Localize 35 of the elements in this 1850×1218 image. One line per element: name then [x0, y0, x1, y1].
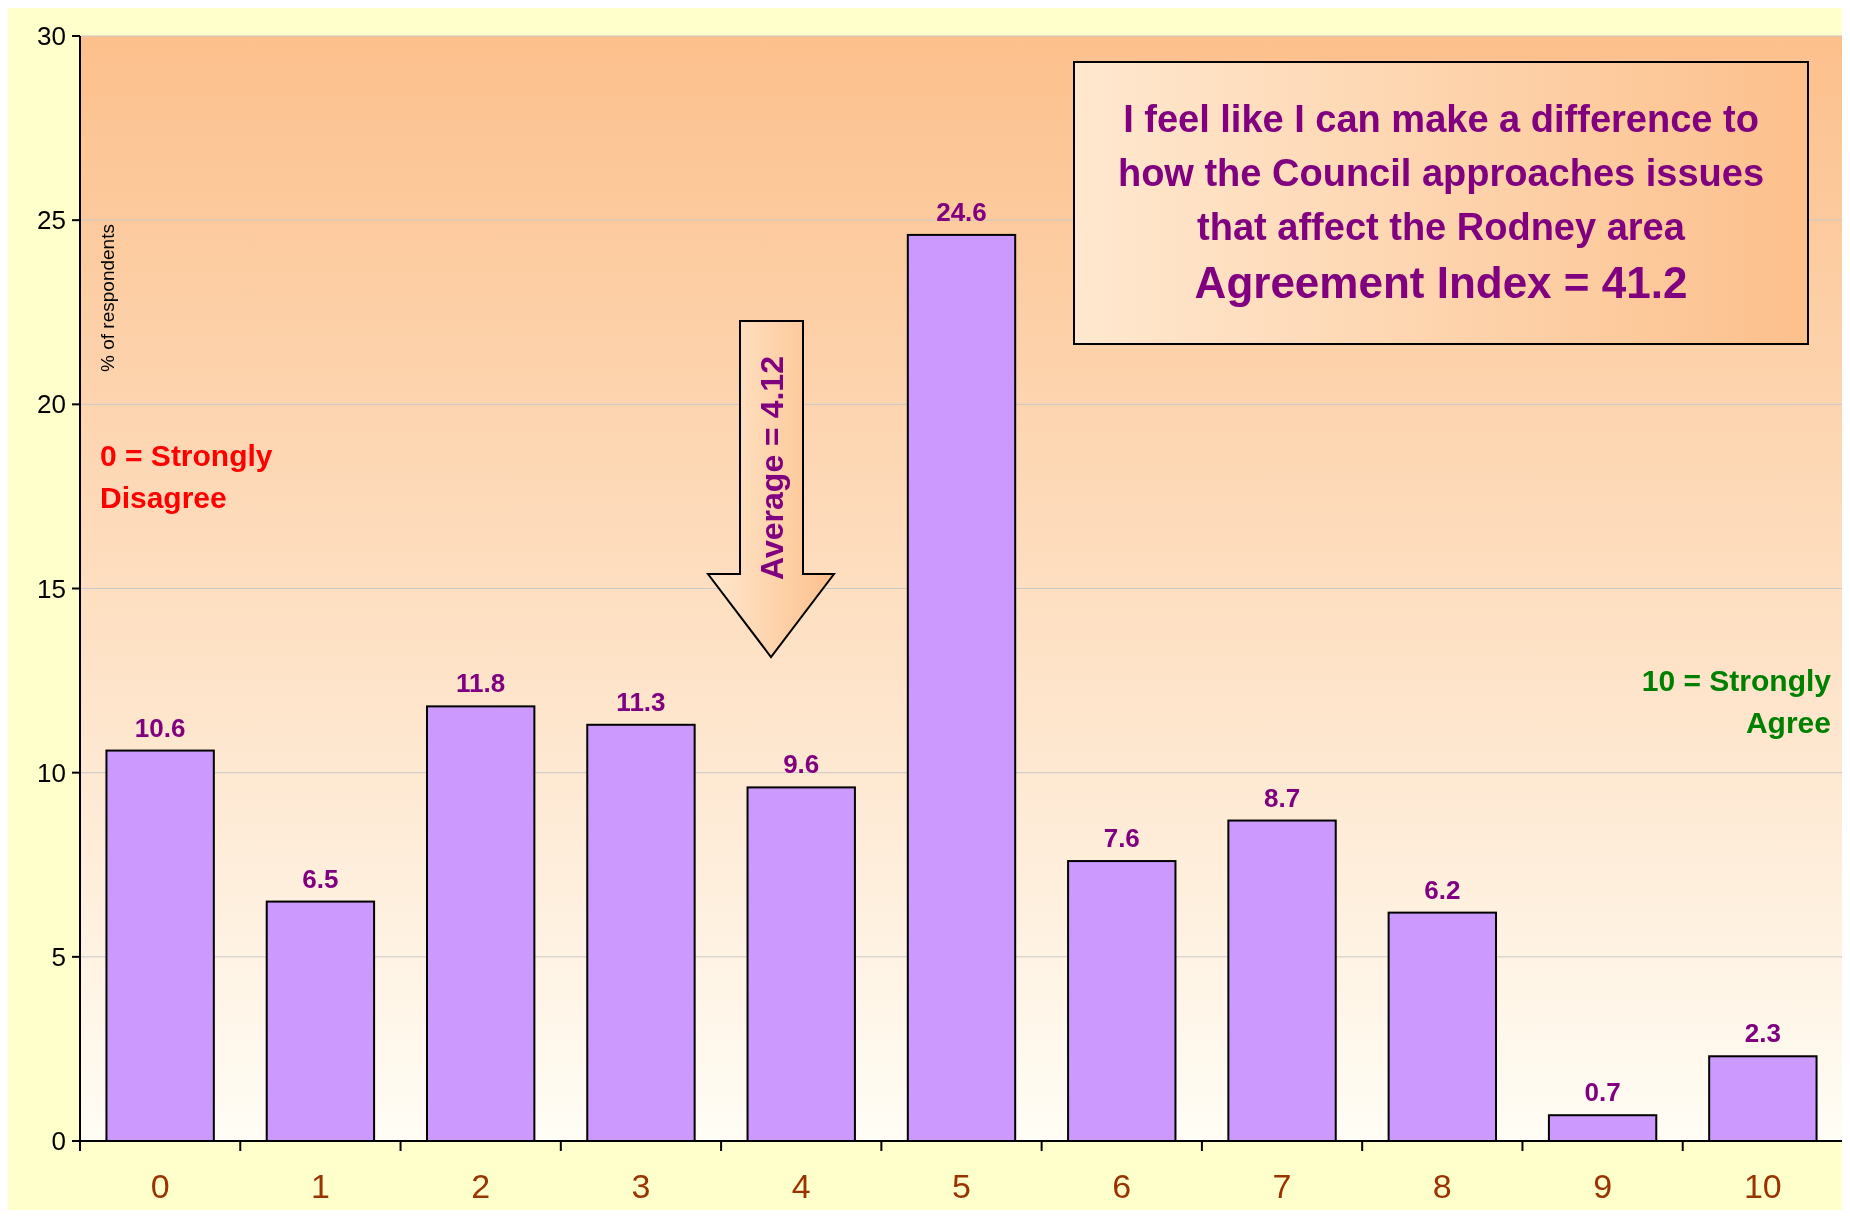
data-label: 0.7 [1584, 1077, 1621, 1108]
x-tick-label: 6 [1112, 1167, 1132, 1205]
y-tick-label: 25 [37, 205, 66, 236]
x-tick-label: 4 [791, 1167, 811, 1205]
x-tick-label: 2 [471, 1167, 491, 1205]
y-tick-label: 0 [51, 1126, 66, 1157]
annotation: 10 = Strongly Agree [1641, 664, 1832, 739]
data-label: 6.5 [302, 863, 339, 894]
x-tick-label: 10 [1743, 1167, 1782, 1205]
x-tick-label: 8 [1432, 1167, 1452, 1205]
y-tick-label: 5 [51, 941, 66, 972]
data-label: 2.3 [1744, 1018, 1781, 1049]
y-tick-label: 15 [37, 573, 66, 604]
y-tick-label: 10 [37, 757, 66, 788]
x-tick-label: 5 [952, 1167, 971, 1205]
x-tick-label: 1 [310, 1167, 330, 1205]
y-tick-label: 30 [37, 21, 66, 52]
data-label: 11.8 [456, 668, 506, 699]
x-tick-label: 0 [150, 1167, 170, 1205]
data-label: 8.7 [1263, 782, 1301, 813]
text: I feel like I can make a difference to how the Council approaches issues that affect the Rodney area [1117, 98, 1765, 248]
x-tick-label: 7 [1272, 1167, 1292, 1205]
data-label: 6.2 [1424, 874, 1461, 905]
y-axis-title: % of respondents [97, 224, 118, 372]
data-label: 9.6 [783, 749, 820, 780]
annotation: Average = 4.12 [754, 356, 790, 580]
data-label: 10.6 [134, 712, 186, 743]
x-tick-label: 9 [1593, 1167, 1613, 1205]
data-label: 7.6 [1103, 823, 1140, 854]
annotation: 0 = Strongly Disagree [100, 439, 273, 514]
data-label: 24.6 [936, 196, 987, 227]
data-label: 11.3 [616, 686, 666, 717]
y-tick-label: 20 [37, 389, 66, 420]
text: Agreement Index = 41.2 [1194, 258, 1688, 307]
x-tick-label: 3 [631, 1167, 651, 1205]
